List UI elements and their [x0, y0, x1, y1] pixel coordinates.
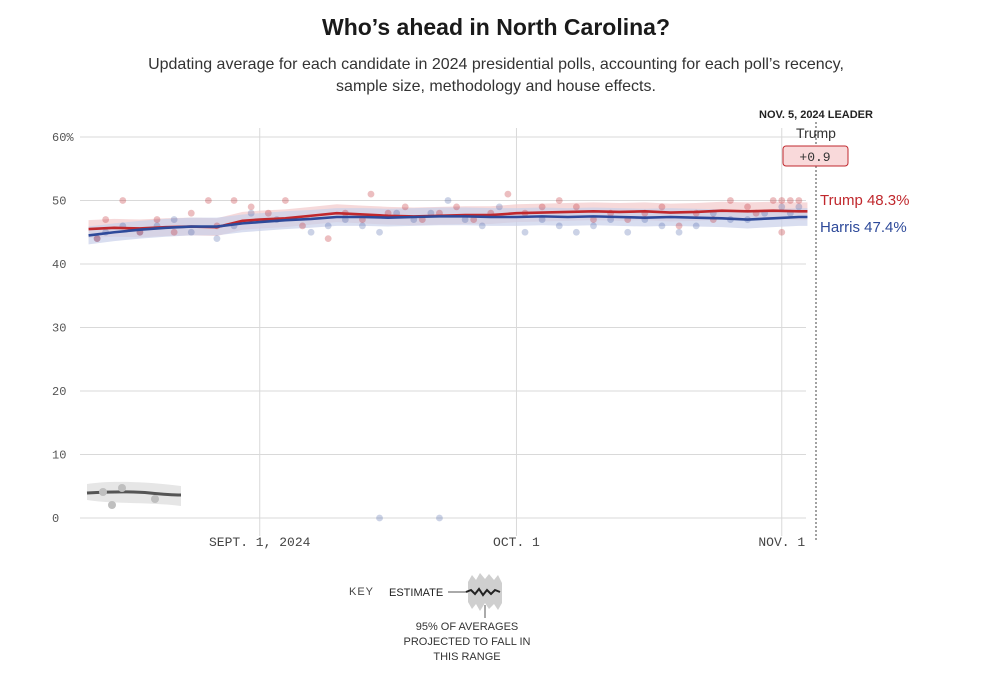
x-axis-labels: SEPT. 1, 2024 OCT. 1 NOV. 1	[209, 535, 805, 550]
inset-example-dot	[108, 501, 116, 509]
trump-poll-dot	[658, 203, 666, 211]
y-tick-label: 40	[52, 258, 66, 272]
key-estimate-line	[465, 587, 501, 597]
harris-poll-dot	[187, 228, 195, 236]
trump-poll-dot	[153, 216, 161, 223]
x-tick-label: SEPT. 1, 2024	[209, 535, 311, 550]
harris-poll-dot	[658, 222, 666, 230]
legend-key: KEY ESTIMATE 95% OF AVERAGES PROJECTED T…	[349, 573, 531, 663]
trump-poll-dot	[247, 203, 255, 211]
trump-end-label: Trump 48.3%	[820, 192, 909, 209]
key-range-line-3: THIS RANGE	[433, 651, 500, 663]
harris-poll-dot	[478, 222, 486, 230]
y-tick-label: 50	[52, 195, 66, 209]
trump-poll-dot	[504, 190, 512, 198]
harris-end-label: Harris 47.4%	[820, 219, 907, 236]
harris-poll-dot	[170, 216, 178, 223]
trump-poll-dot	[401, 203, 409, 211]
inset-example-dot	[118, 484, 126, 492]
trump-poll-dot	[453, 203, 460, 211]
harris-poll-dot	[376, 228, 383, 236]
y-tick-label: 10	[52, 449, 66, 463]
trump-poll-dot	[170, 228, 178, 236]
inset-example-dot	[99, 488, 107, 496]
harris-poll-dot	[624, 228, 632, 236]
trump-poll-dot	[367, 190, 375, 198]
harris-poll-dot	[376, 514, 383, 522]
trump-poll-dot	[119, 197, 127, 204]
harris-poll-dot	[461, 216, 469, 223]
y-axis-labels: 60% 50 40 30 20 10 0	[52, 131, 74, 526]
harris-poll-dot	[444, 197, 452, 204]
key-range-line-2: PROJECTED TO FALL IN	[404, 636, 531, 648]
harris-poll-dot	[590, 222, 597, 230]
y-tick-label: 30	[52, 322, 66, 336]
leader-margin-badge	[782, 145, 849, 167]
trump-poll-dot	[264, 209, 272, 217]
trump-poll-dot	[786, 197, 794, 204]
trump-poll-dot	[590, 216, 597, 223]
confidence-bands	[88, 201, 808, 245]
trump-poll-dot	[675, 222, 683, 230]
trump-poll-dot	[778, 228, 786, 236]
y-tick-label: 0	[52, 512, 59, 526]
key-range-line-1: 95% OF AVERAGES	[416, 621, 519, 633]
harris-poll-dot	[572, 228, 580, 236]
inset-example	[86, 481, 182, 509]
harris-poll-dot	[247, 209, 255, 217]
trump-poll-dot	[727, 197, 734, 204]
trump-poll-dot	[769, 197, 777, 204]
trump-poll-dot	[778, 197, 786, 204]
chart-subtitle: Updating average for each candidate in 2…	[96, 54, 896, 98]
chart-title: Who’s ahead in North Carolina?	[322, 14, 670, 40]
trump-poll-dot	[555, 197, 563, 204]
trump-poll-dot	[281, 197, 289, 204]
trump-poll-dot	[93, 235, 101, 243]
harris-poll-dot	[692, 222, 700, 230]
trump-poll-dot	[204, 197, 212, 204]
harris-poll-dot	[495, 203, 503, 211]
leader-heading: NOV. 5, 2024 LEADER	[759, 109, 873, 121]
harris-poll-dot	[324, 222, 332, 230]
subtitle-line-1: Updating average for each candidate in 2…	[148, 56, 844, 73]
leader-margin-value: +0.9	[799, 150, 830, 165]
harris-poll-dot	[307, 228, 315, 236]
y-tick-label: 20	[52, 385, 66, 399]
inset-example-dot	[151, 495, 159, 503]
y-tick-label: 60%	[52, 131, 74, 145]
trump-poll-dot	[299, 222, 306, 230]
harris-poll-dot	[521, 228, 529, 236]
trump-poll-dot	[324, 235, 332, 243]
trump-poll-dot	[572, 203, 580, 211]
x-tick-label: OCT. 1	[493, 535, 540, 550]
trump-poll-dot	[744, 203, 751, 211]
trump-poll-dot	[795, 197, 803, 204]
trump-poll-dot	[102, 216, 110, 223]
harris-poll-dot	[555, 222, 563, 230]
harris-poll-dot	[778, 203, 786, 211]
x-tick-label: NOV. 1	[758, 535, 805, 550]
trump-poll-dot	[187, 209, 195, 217]
harris-poll-dot	[93, 235, 101, 243]
harris-poll-dot	[538, 216, 546, 223]
poll-dots	[93, 190, 803, 522]
average-lines	[88, 209, 808, 237]
harris-poll-dot	[213, 235, 221, 243]
harris-poll-dot	[359, 222, 366, 230]
harris-average-line	[88, 215, 808, 237]
subtitle-line-2: sample size, methodology and house effec…	[336, 78, 656, 95]
harris-poll-dot	[675, 228, 683, 236]
key-label: KEY	[349, 586, 374, 598]
trump-poll-dot	[230, 197, 238, 204]
leader-name: Trump	[796, 125, 836, 141]
harris-poll-dot	[795, 203, 803, 211]
harris-poll-dot	[436, 514, 443, 522]
trump-poll-dot	[538, 203, 546, 211]
key-estimate-label: ESTIMATE	[389, 587, 443, 599]
gridlines	[80, 128, 806, 536]
